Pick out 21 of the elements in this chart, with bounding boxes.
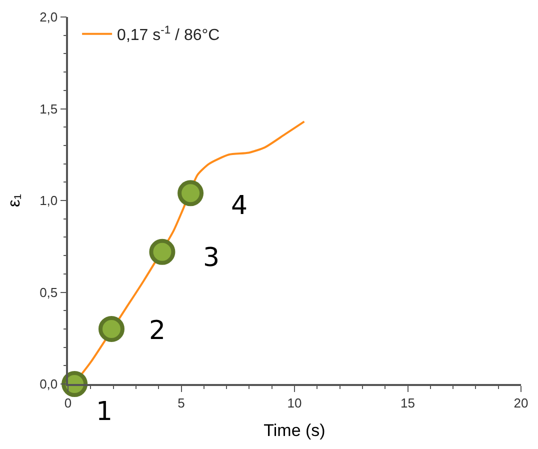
- y-tick-label: 1,0: [40, 193, 58, 208]
- annotation: 4: [231, 191, 248, 221]
- point: [62, 371, 88, 397]
- y-tick-label: 1,5: [40, 101, 58, 116]
- y-tick-label: 0,0: [40, 376, 58, 392]
- x-tick-label: 5: [178, 395, 185, 410]
- x-tick-label: 0: [64, 395, 72, 410]
- annotation: 3: [203, 243, 220, 273]
- annotation: 1: [96, 397, 113, 427]
- y-axis-title: ε₁: [4, 194, 24, 208]
- x-tick-label: 20: [514, 395, 528, 410]
- point: [98, 316, 124, 342]
- y-tick-label: 0,5: [40, 284, 58, 300]
- annotation: 2: [149, 316, 166, 346]
- legend-label: 0,17 s$^{-1}$ / 86°C: [117, 24, 220, 44]
- x-axis-title: Time (s): [264, 421, 326, 440]
- y-tick-label: 2,0: [40, 10, 58, 25]
- x-tick-label: 10: [287, 395, 302, 410]
- point: [178, 180, 204, 206]
- x-tick-label: 15: [400, 395, 415, 410]
- point: [149, 238, 176, 265]
